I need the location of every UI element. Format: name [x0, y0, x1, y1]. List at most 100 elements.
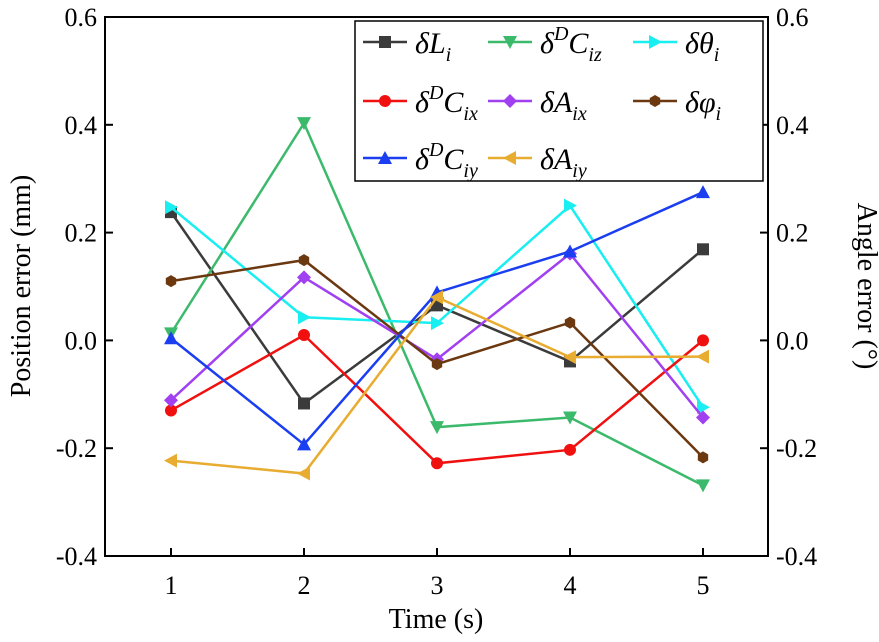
legend-label-sub: iz	[588, 44, 602, 66]
y2-tick-label: 0.6	[776, 3, 809, 32]
data-point	[696, 349, 709, 364]
legend-label: δDCiy	[415, 139, 478, 182]
series-1	[164, 117, 710, 493]
data-point	[697, 451, 709, 464]
legend-label-sup: D	[553, 23, 569, 45]
legend-label-sub: i	[716, 103, 722, 125]
legend-label-main: δ	[415, 86, 430, 119]
y2-tick-label: 0.2	[776, 219, 809, 248]
data-point	[298, 254, 310, 267]
series-5	[165, 254, 709, 464]
legend-item: δAix	[488, 86, 587, 125]
legend-label: δLi	[415, 27, 451, 66]
legend-label: δDCix	[415, 82, 478, 125]
y2-axis-label: Angle error (°)	[851, 203, 879, 370]
legend-label-main2: C	[568, 27, 589, 60]
legend-label-main: δ	[540, 27, 555, 60]
legend-label-main2: C	[443, 143, 464, 176]
x-tick-label: 2	[298, 571, 311, 600]
legend-marker	[649, 95, 661, 107]
legend-label-sub: iy	[463, 160, 478, 182]
legend-label-sup: D	[428, 139, 444, 161]
legend-label-main: δL	[415, 27, 446, 60]
legend-label-sub: ix	[572, 103, 587, 125]
x-tick-label: 4	[564, 571, 577, 600]
series-7	[164, 290, 709, 481]
data-point	[297, 437, 311, 451]
y2-tick-label: 0.4	[776, 111, 809, 140]
legend-label-main2: C	[443, 86, 464, 119]
y-tick-label: -0.2	[56, 434, 97, 463]
data-point	[165, 404, 177, 417]
legend-label: δAiy	[540, 143, 587, 182]
plot-marks	[164, 117, 710, 493]
legend-marker	[503, 36, 517, 49]
legend-item: δLi	[363, 27, 451, 66]
data-point	[297, 466, 310, 481]
data-point	[298, 310, 311, 325]
legend-box	[354, 20, 764, 182]
x-tick-label: 1	[165, 571, 178, 600]
legend-label-main: δφ	[685, 86, 716, 119]
legend-label: δDCiz	[540, 23, 602, 66]
legend-marker	[379, 36, 391, 48]
data-point	[563, 411, 577, 425]
series-6	[164, 185, 710, 451]
legend-marker	[503, 94, 517, 108]
data-point	[696, 410, 710, 425]
data-point	[430, 421, 444, 435]
legend-label: δAix	[540, 86, 587, 125]
data-point	[564, 443, 576, 456]
data-point	[431, 457, 443, 470]
y-tick-label: 0.6	[65, 3, 98, 32]
y-tick-label: 0.4	[65, 111, 98, 140]
data-point	[697, 400, 710, 415]
legend-label-sub: ix	[463, 103, 478, 125]
legend-item: δDCiz	[488, 23, 602, 66]
legend-marker	[503, 151, 516, 165]
legend-label-main: δ	[415, 143, 430, 176]
legend-item: δφi	[633, 86, 721, 125]
series-3	[165, 329, 709, 470]
legend-label-main: δA	[540, 86, 573, 119]
y-tick-label: 0.2	[65, 219, 98, 248]
data-point	[430, 290, 443, 305]
legend-label: δφi	[685, 86, 721, 125]
data-point	[297, 270, 311, 285]
x-axis-label: Time (s)	[389, 604, 484, 635]
legend-item: δDCiy	[363, 139, 478, 182]
x-tick-label: 3	[431, 571, 444, 600]
data-point	[696, 185, 710, 199]
legend-item: δAiy	[488, 143, 587, 182]
data-point	[164, 331, 178, 345]
series-line	[170, 251, 704, 419]
legend-marker	[378, 151, 392, 164]
y2-tick-label: -0.2	[776, 434, 817, 463]
data-point	[297, 117, 311, 131]
legend-marker	[379, 95, 391, 107]
data-point	[298, 329, 310, 342]
data-point	[697, 243, 709, 256]
data-point	[431, 358, 443, 371]
legend-label-sub: i	[714, 44, 720, 66]
data-point	[564, 198, 577, 213]
y-axis-label: Position error (mm)	[6, 175, 37, 397]
legend-label-sub: iy	[572, 160, 587, 182]
data-point	[697, 334, 709, 347]
data-point	[298, 397, 310, 410]
y-tick-label: 0.0	[65, 326, 98, 355]
data-point	[431, 316, 444, 331]
y2-tick-label: -0.4	[776, 542, 817, 571]
y-tick-label: -0.4	[56, 542, 97, 571]
data-point	[696, 479, 710, 493]
data-point	[563, 244, 577, 258]
legend-label-main: δθ	[685, 27, 714, 60]
axis-ticks: 1 2 3 4 5 -0.4 -0.2 0.0 0.2 0.4 0.6 -0.4 -0.2 0.0 0.2 0…	[56, 3, 817, 600]
data-point	[164, 453, 177, 468]
x-tick-label: 5	[697, 571, 710, 600]
y2-tick-label: 0.0	[776, 326, 809, 355]
data-point	[563, 350, 576, 365]
data-point	[564, 316, 576, 329]
